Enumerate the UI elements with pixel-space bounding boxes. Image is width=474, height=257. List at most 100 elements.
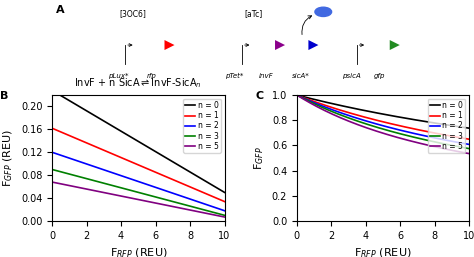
n = 5 (466, 152, 472, 155)
n = 3 (118, 186, 123, 189)
n = 2 (70, 158, 76, 161)
n = 0 (362, 109, 368, 112)
n = 3 (70, 173, 76, 177)
Line: n = 3: n = 3 (297, 95, 469, 149)
n = 5 (174, 206, 180, 209)
n = 0 (105, 122, 111, 125)
n = 1 (49, 127, 55, 130)
n = 5 (118, 194, 123, 197)
Legend: n = 0, n = 1, n = 2, n = 3, n = 5: n = 0, n = 1, n = 2, n = 3, n = 5 (428, 99, 465, 153)
Legend: n = 0, n = 1, n = 2, n = 3, n = 5: n = 0, n = 1, n = 2, n = 3, n = 5 (183, 99, 221, 153)
Line: n = 0: n = 0 (52, 90, 225, 192)
n = 2 (419, 134, 424, 137)
n = 2 (49, 151, 55, 154)
n = 2 (350, 115, 356, 118)
n = 0 (222, 191, 228, 194)
n = 5 (402, 138, 408, 141)
X-axis label: F$_{RFP}$ (REU): F$_{RFP}$ (REU) (109, 246, 167, 257)
n = 0 (294, 94, 300, 97)
n = 0 (174, 163, 180, 166)
n = 5 (158, 203, 164, 206)
n = 3 (350, 118, 356, 121)
n = 3 (419, 137, 424, 141)
n = 0 (315, 99, 320, 102)
n = 1 (173, 180, 179, 183)
n = 2 (315, 103, 320, 106)
n = 3 (419, 137, 425, 141)
n = 1 (174, 180, 180, 183)
Text: [aTc]: [aTc] (244, 9, 262, 18)
Line: n = 0: n = 0 (297, 95, 469, 128)
n = 0 (419, 120, 425, 123)
n = 3 (158, 197, 164, 200)
Line: n = 1: n = 1 (52, 128, 225, 201)
Text: gfp: gfp (374, 73, 385, 79)
Text: C: C (255, 91, 264, 101)
n = 2 (419, 134, 425, 137)
Text: sicA*: sicA* (292, 73, 310, 79)
n = 0 (419, 119, 424, 122)
n = 0 (70, 101, 76, 104)
n = 2 (173, 193, 179, 196)
Line: n = 2: n = 2 (52, 152, 225, 211)
n = 1 (158, 173, 164, 176)
Text: pLux*: pLux* (109, 73, 129, 79)
n = 3 (315, 104, 320, 107)
n = 3 (402, 134, 408, 137)
n = 5 (49, 180, 55, 183)
n = 1 (362, 116, 368, 119)
n = 5 (350, 121, 356, 124)
n = 1 (350, 112, 356, 115)
n = 2 (118, 174, 123, 177)
n = 1 (466, 138, 472, 141)
n = 5 (105, 192, 111, 195)
Line: n = 1: n = 1 (297, 95, 469, 139)
n = 2 (222, 209, 228, 212)
n = 1 (222, 200, 228, 203)
n = 0 (466, 127, 472, 130)
n = 2 (105, 170, 111, 173)
n = 0 (402, 117, 408, 120)
n = 1 (70, 135, 76, 139)
n = 2 (466, 143, 472, 146)
n = 1 (402, 125, 408, 128)
n = 2 (362, 119, 368, 122)
Title: InvF + n SicA$\rightleftharpoons$InvF-SicA$_n$: InvF + n SicA$\rightleftharpoons$InvF-Si… (74, 77, 202, 90)
n = 0 (118, 129, 123, 132)
Line: n = 5: n = 5 (52, 182, 225, 217)
n = 5 (222, 215, 228, 218)
Ellipse shape (315, 7, 332, 16)
Text: psicA: psicA (342, 73, 361, 79)
Line: n = 3: n = 3 (52, 169, 225, 215)
n = 1 (118, 156, 123, 159)
n = 5 (362, 126, 368, 129)
n = 1 (419, 129, 425, 132)
n = 1 (105, 151, 111, 154)
Text: invF: invF (259, 73, 273, 79)
Text: [3OC6]: [3OC6] (119, 9, 146, 18)
Text: pTet*: pTet* (225, 73, 244, 79)
n = 3 (174, 201, 180, 204)
n = 5 (173, 206, 179, 209)
n = 1 (419, 129, 424, 132)
n = 2 (402, 130, 408, 133)
Y-axis label: F$_{GFP}$ (REU): F$_{GFP}$ (REU) (2, 129, 15, 187)
n = 3 (466, 147, 472, 150)
n = 3 (222, 214, 228, 217)
n = 2 (174, 193, 180, 196)
n = 5 (315, 105, 320, 108)
Line: n = 2: n = 2 (297, 95, 469, 144)
n = 3 (105, 183, 111, 186)
n = 2 (158, 188, 164, 191)
n = 0 (158, 153, 164, 156)
n = 1 (315, 101, 320, 104)
X-axis label: F$_{RFP}$ (REU): F$_{RFP}$ (REU) (354, 246, 412, 257)
Text: rfp: rfp (147, 73, 157, 79)
Line: n = 5: n = 5 (297, 95, 469, 154)
n = 5 (419, 142, 424, 145)
n = 0 (173, 162, 179, 166)
n = 0 (350, 107, 356, 110)
n = 3 (49, 168, 55, 171)
n = 1 (294, 94, 300, 97)
n = 3 (362, 122, 368, 125)
